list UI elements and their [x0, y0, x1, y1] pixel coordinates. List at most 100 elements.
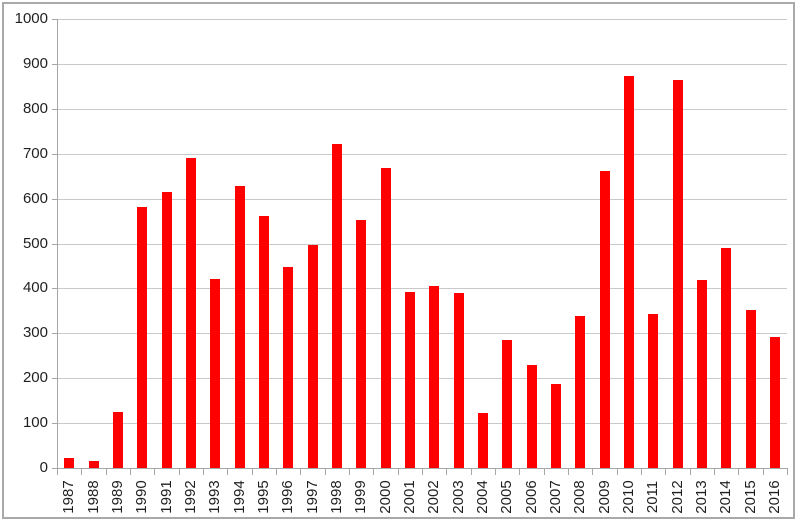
x-axis-tick: [130, 469, 131, 475]
y-axis-line: [57, 19, 58, 469]
x-axis-label: 2002: [425, 480, 443, 514]
x-axis-tick: [543, 469, 545, 475]
x-axis-tick: [592, 469, 594, 475]
y-gridline: [57, 63, 787, 65]
x-axis-label: 2000: [376, 480, 394, 514]
x-axis-tick: [738, 469, 740, 475]
y-axis-label: 200: [22, 369, 48, 387]
y-gridline: [57, 108, 787, 110]
bar-1988: [88, 461, 99, 468]
y-axis-tick: [52, 243, 57, 245]
x-axis-label: 2011: [644, 480, 662, 514]
bar-2002: [429, 286, 440, 468]
x-axis-label: 2009: [595, 480, 613, 514]
y-axis-label: 300: [22, 324, 48, 342]
x-axis-tick: [446, 469, 448, 475]
x-axis-tick: [105, 469, 107, 475]
y-gridline: [57, 288, 787, 290]
y-gridline: [57, 19, 787, 20]
bar-1997: [307, 245, 318, 468]
bar-1996: [283, 267, 294, 468]
x-axis-label: 1997: [303, 480, 321, 514]
y-axis-tick: [52, 63, 57, 65]
y-gridline: [57, 378, 787, 380]
bar-1998: [331, 144, 342, 468]
x-axis-tick: [251, 469, 253, 475]
y-gridline: [57, 153, 787, 155]
bar-chart: 0 100 200 300 400 500 600 700 800 900 1000 1987 1988…: [2, 2, 795, 519]
y-axis-tick: [52, 108, 57, 110]
x-axis-tick: [373, 469, 375, 475]
bar-2007: [550, 384, 561, 468]
bar-2014: [721, 248, 732, 468]
y-axis-label: 0: [39, 459, 48, 476]
x-axis-tick: [641, 469, 642, 475]
x-axis-label: 1999: [352, 480, 370, 514]
y-axis-label: 100: [22, 414, 48, 432]
bar-2003: [453, 293, 464, 468]
x-axis-tick: [714, 469, 715, 475]
x-axis-label: 1989: [108, 480, 126, 514]
x-axis-label: 2012: [668, 480, 686, 514]
x-axis-tick: [57, 469, 58, 475]
y-axis-label: 400: [22, 279, 48, 297]
x-axis-tick: [422, 469, 423, 475]
x-axis-tick: [300, 469, 302, 475]
x-axis-label: 1988: [84, 480, 102, 514]
bar-2013: [696, 280, 707, 468]
bar-2010: [623, 76, 634, 468]
y-axis-label: 600: [22, 189, 48, 207]
x-axis-tick: [178, 469, 180, 475]
x-axis-tick: [276, 469, 277, 475]
bar-1992: [185, 158, 196, 468]
x-axis-label: 2014: [717, 480, 735, 514]
y-axis-tick: [52, 153, 57, 155]
y-axis-label: 700: [22, 144, 48, 162]
bar-2012: [672, 80, 683, 468]
bar-2005: [502, 340, 513, 468]
y-axis-tick: [52, 19, 57, 20]
bar-1999: [356, 220, 367, 468]
x-axis-tick: [81, 469, 83, 475]
bar-1990: [137, 207, 148, 468]
x-axis-label: 2001: [400, 480, 418, 514]
y-axis-tick: [52, 468, 57, 469]
y-gridline: [57, 333, 787, 335]
y-axis-label: 800: [22, 99, 48, 117]
x-axis-label: 1991: [157, 480, 175, 514]
x-axis-label: 1993: [206, 480, 224, 514]
bar-2016: [769, 337, 780, 468]
x-axis-tick: [616, 469, 618, 475]
bar-2008: [575, 316, 586, 468]
y-gridline: [57, 243, 787, 245]
bar-2011: [648, 314, 659, 468]
x-axis-label: 1995: [254, 480, 272, 514]
bar-2006: [526, 365, 537, 468]
x-axis-label: 1992: [181, 480, 199, 514]
bar-2015: [745, 310, 756, 468]
x-axis-label: 2005: [498, 480, 516, 514]
x-axis-tick: [203, 469, 204, 475]
x-axis-label: 1987: [60, 480, 78, 514]
x-axis-label: 1994: [230, 480, 248, 514]
x-axis-label: 2015: [741, 480, 759, 514]
x-axis-label: 2004: [473, 480, 491, 514]
x-axis-tick: [397, 469, 399, 475]
x-axis-tick: [227, 469, 229, 475]
y-axis-label: 1000: [14, 10, 48, 27]
y-gridline: [57, 198, 787, 200]
y-axis-tick: [52, 333, 57, 335]
x-axis-tick: [349, 469, 350, 475]
y-axis-tick: [52, 288, 57, 290]
x-axis-label: 2016: [765, 480, 783, 514]
bar-1989: [112, 412, 123, 468]
bar-1987: [64, 458, 75, 468]
x-axis-tick: [519, 469, 521, 475]
x-axis-label: 1998: [327, 480, 345, 514]
x-axis-label: 2008: [571, 480, 589, 514]
bar-2000: [380, 168, 391, 468]
x-axis-label: 2007: [546, 480, 564, 514]
x-axis-tick: [495, 469, 496, 475]
x-axis-tick: [689, 469, 691, 475]
